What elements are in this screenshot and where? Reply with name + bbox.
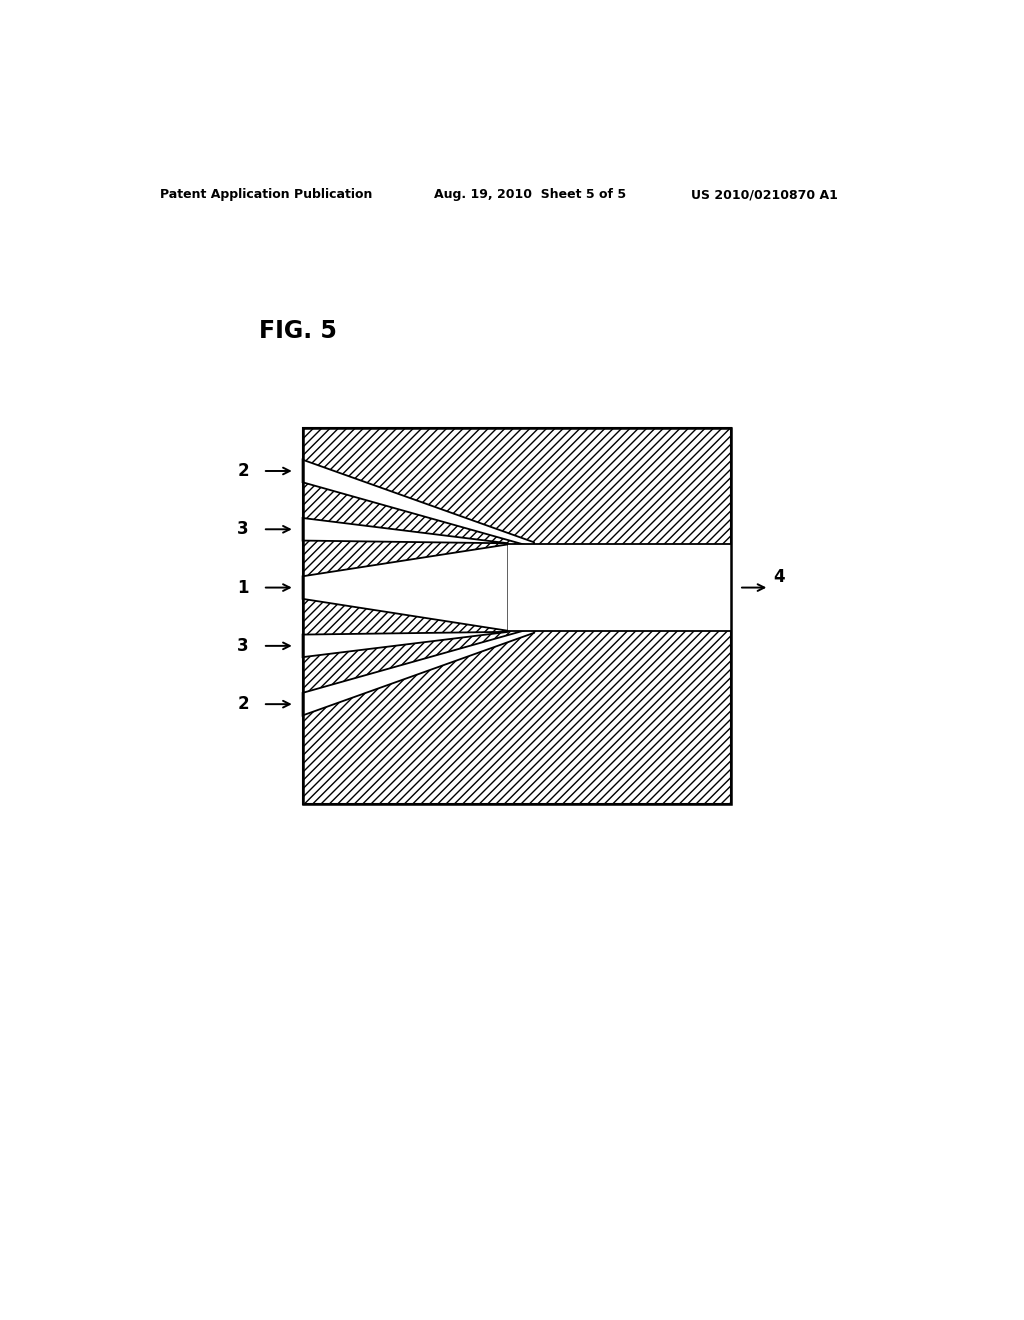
Polygon shape — [303, 544, 508, 631]
Text: FIG. 5: FIG. 5 — [259, 319, 337, 343]
Polygon shape — [303, 632, 508, 657]
Text: 3: 3 — [238, 520, 249, 539]
Text: 2: 2 — [238, 462, 249, 480]
Text: 3: 3 — [238, 636, 249, 655]
Text: Patent Application Publication: Patent Application Publication — [160, 189, 372, 202]
Bar — [303, 428, 731, 804]
Polygon shape — [303, 459, 534, 548]
Text: 2: 2 — [238, 696, 249, 713]
Polygon shape — [508, 544, 731, 631]
Polygon shape — [303, 628, 534, 715]
Text: 1: 1 — [238, 578, 249, 597]
Polygon shape — [303, 517, 508, 544]
Text: 4: 4 — [773, 569, 784, 586]
Bar — [303, 428, 731, 804]
Text: US 2010/0210870 A1: US 2010/0210870 A1 — [691, 189, 839, 202]
Text: Aug. 19, 2010  Sheet 5 of 5: Aug. 19, 2010 Sheet 5 of 5 — [433, 189, 626, 202]
